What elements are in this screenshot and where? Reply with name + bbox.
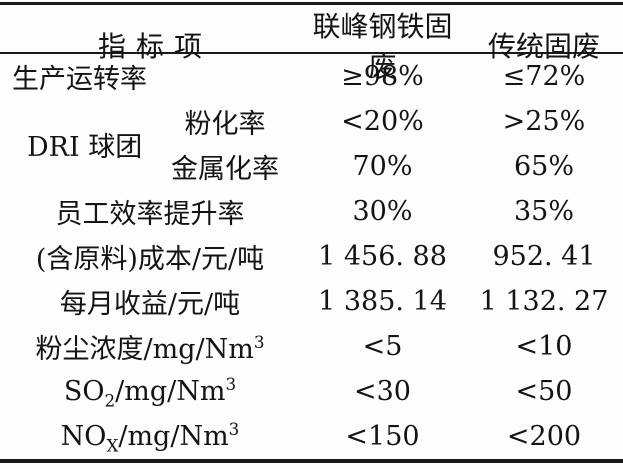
so2-lianfeng-value: <30 xyxy=(354,376,411,407)
staff-efficiency-traditional-value: 35% xyxy=(513,196,574,227)
production-rate-lianfeng-value: ≥98% xyxy=(341,61,424,92)
monthly-income-lianfeng-value: 1 385. 14 xyxy=(318,286,447,317)
staff-efficiency-lianfeng-value: 30% xyxy=(352,196,413,227)
so2-label-text: SO xyxy=(63,376,105,407)
row-group-dri-pellet: DRI 球团 粉化率 <20% >25% 金属化率 70% 65% xyxy=(0,99,623,189)
dust-concentration-label: 粉尘浓度/mg/Nm3 xyxy=(0,327,300,366)
nox-lianfeng-value: <150 xyxy=(345,421,420,452)
dri-pellet-group-label: DRI 球团 xyxy=(27,131,143,163)
row-monthly-income: 每月收益/元/吨 1 385. 14 1 132. 27 xyxy=(0,279,623,324)
nox-label-unit: /mg/Nm xyxy=(118,421,229,452)
header-lianfeng-steel-solid-waste: 联峰钢铁固废 xyxy=(312,10,453,83)
table-top-rule xyxy=(0,2,623,5)
so2-label-subscript: 2 xyxy=(104,390,116,411)
nox-label-text: NO xyxy=(60,421,107,452)
table-header-rule xyxy=(0,52,623,54)
nox-label-superscript: 3 xyxy=(228,419,240,439)
dust-lianfeng-value: <5 xyxy=(362,331,403,362)
dust-label-superscript: 3 xyxy=(253,332,265,352)
staff-efficiency-label: 员工效率提升率 xyxy=(55,199,245,230)
pulverization-rate-lianfeng-value: <20% xyxy=(341,106,424,137)
row-so2: SO2/mg/Nm3 <30 <50 xyxy=(0,369,623,414)
cost-per-ton-lianfeng-value: 1 456. 88 xyxy=(318,241,447,272)
nox-traditional-value: <200 xyxy=(506,421,582,452)
row-nox: NOX/mg/Nm3 <150 <200 xyxy=(0,414,623,459)
dust-label-text: 粉尘浓度/mg/Nm xyxy=(35,334,254,365)
production-rate-label: 生产运转率 xyxy=(12,64,147,95)
monthly-income-traditional-value: 1 132. 27 xyxy=(479,286,609,317)
nox-label-subscript: X xyxy=(106,435,119,456)
row-cost-per-ton: (含原料)成本/元/吨 1 456. 88 952. 41 xyxy=(0,234,623,279)
row-staff-efficiency: 员工效率提升率 30% 35% xyxy=(0,189,623,234)
header-traditional-solid-waste: 传统固废 xyxy=(487,30,600,63)
metallization-rate-lianfeng-value: 70% xyxy=(352,151,413,182)
so2-label-unit: /mg/Nm xyxy=(115,376,226,407)
monthly-income-label: 每月收益/元/吨 xyxy=(59,289,241,320)
metallization-rate-label: 金属化率 xyxy=(171,154,279,185)
so2-traditional-value: <50 xyxy=(515,376,573,407)
production-rate-traditional-value: ≤72% xyxy=(502,61,586,92)
pulverization-rate-traditional-value: >25% xyxy=(502,106,586,137)
table-body: 生产运转率 ≥98% ≤72% DRI 球团 粉化率 <20% >25% 金属化… xyxy=(0,54,623,459)
pulverization-rate-label: 粉化率 xyxy=(184,109,266,140)
cost-per-ton-traditional-value: 952. 41 xyxy=(492,241,596,272)
table-bottom-rule xyxy=(0,459,623,463)
table-header-row: 指标项 联峰钢铁固废 传统固废 xyxy=(0,5,623,83)
nox-label: NOX/mg/Nm3 xyxy=(0,419,300,456)
so2-label-superscript: 3 xyxy=(225,374,237,394)
metallization-rate-traditional-value: 65% xyxy=(513,151,574,182)
row-dust-concentration: 粉尘浓度/mg/Nm3 <5 <10 xyxy=(0,324,623,369)
cost-per-ton-label: (含原料)成本/元/吨 xyxy=(35,244,265,275)
header-indicator-item: 指标项 xyxy=(97,30,212,63)
row-production-rate: 生产运转率 ≥98% ≤72% xyxy=(0,54,623,99)
so2-label: SO2/mg/Nm3 xyxy=(0,374,300,411)
dust-traditional-value: <10 xyxy=(515,331,573,362)
